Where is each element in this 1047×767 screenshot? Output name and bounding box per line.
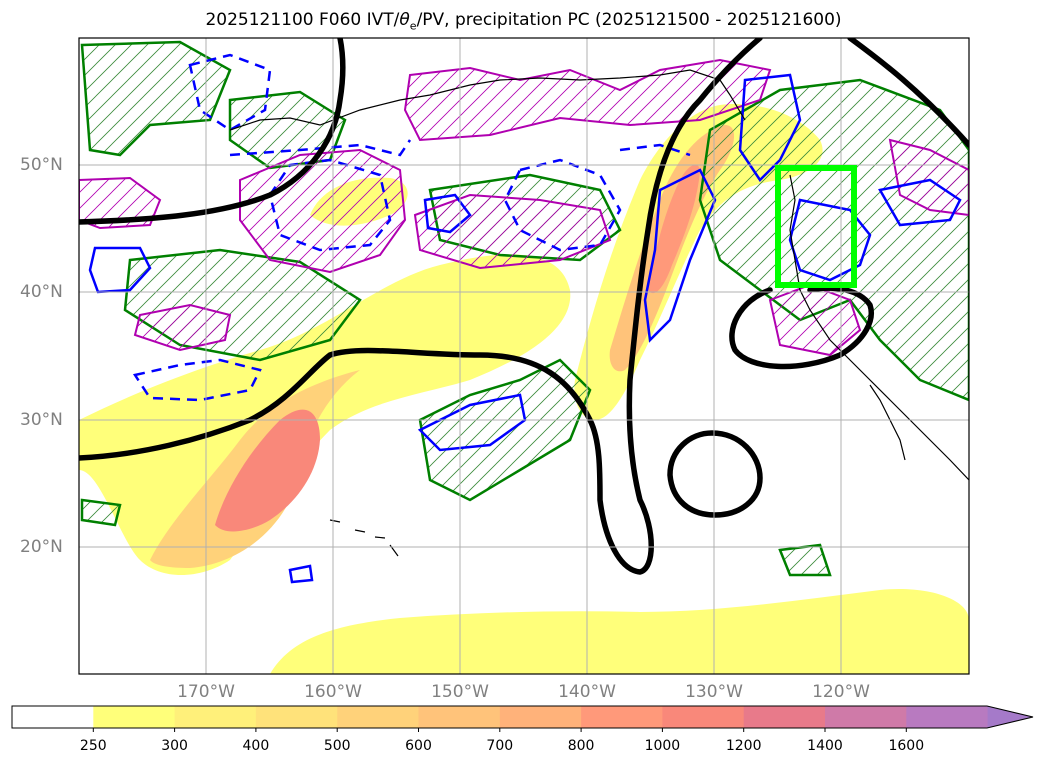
black-contour-low <box>667 430 763 518</box>
lat-label-30n: 30°N <box>20 410 63 430</box>
pv-black-contours <box>79 38 969 575</box>
precip-region-sw <box>80 498 122 527</box>
lon-label-150w: 150°W <box>431 682 489 702</box>
colorbar-tick-label: 600 <box>405 738 432 754</box>
colorbar-tick-label: 1400 <box>807 738 843 754</box>
colorbar-tick-label: 1000 <box>644 738 681 754</box>
colorbar-ticks <box>92 728 907 732</box>
blue-dashed-upper <box>188 53 272 132</box>
blue-contour-west <box>88 246 152 294</box>
lat-label-40n: 40°N <box>20 282 63 302</box>
lon-label-170w: 170°W <box>177 682 235 702</box>
pv-contour-north-center <box>239 148 407 274</box>
blue-dashed-north <box>229 139 412 157</box>
blue-dashed-west-low <box>132 358 262 402</box>
lat-label-50n: 50°N <box>20 155 63 175</box>
colorbar-cell <box>337 706 419 728</box>
blue-dashed-central <box>268 158 392 252</box>
colorbar-tick-label: 1200 <box>725 738 762 754</box>
highlight-box <box>775 165 857 288</box>
colorbar-tick-label: 250 <box>79 738 107 754</box>
lat-label-20n: 20°N <box>20 537 63 557</box>
colorbar-cell <box>743 706 826 728</box>
colorbar-cell <box>906 706 989 728</box>
lon-label-130w: 130°W <box>685 682 743 702</box>
pv-contour-central <box>413 193 612 270</box>
colorbar-cell <box>662 706 745 728</box>
colorbar-cell-below <box>12 706 94 728</box>
colorbar-tick-label: 300 <box>161 738 188 754</box>
map-layers <box>79 38 969 674</box>
colorbar-tick-label: 1600 <box>888 738 925 754</box>
black-contour-east-loop <box>729 285 874 370</box>
colorbar-tick-label: 700 <box>486 738 514 754</box>
colorbar-cell <box>499 706 582 728</box>
ivt-plume-western-max <box>215 409 320 532</box>
ivt-band-northeast-max <box>648 164 700 294</box>
coast-alaska <box>229 69 746 131</box>
colorbar-cell <box>581 706 663 728</box>
black-contour-main <box>79 38 763 575</box>
colorbar-cell <box>255 706 338 728</box>
blue-contour-small-south <box>288 564 314 584</box>
coast-hawaii <box>329 519 399 557</box>
lon-label-120w: 120°W <box>812 682 870 702</box>
colorbar-cell <box>93 706 176 728</box>
black-contour-north <box>79 38 346 225</box>
colorbar-cell <box>825 706 907 728</box>
blue-contour-east-coast <box>738 73 802 182</box>
precip-region-band <box>418 358 592 502</box>
colorbar-cell <box>418 706 501 728</box>
colorbar-tick-label: 800 <box>567 738 595 754</box>
blue-dashed-ne <box>619 143 691 157</box>
colorbar-tick-label: 400 <box>242 738 270 754</box>
ivt-band-south <box>270 589 969 674</box>
blue-contour-ne <box>878 178 962 227</box>
pv-contour-west <box>79 176 162 230</box>
colorbar-cells <box>12 706 1033 728</box>
map-frame <box>78 37 970 675</box>
precip-region-nw <box>80 40 232 157</box>
blue-contour-column <box>643 168 717 343</box>
coast-north-america <box>789 174 969 481</box>
colorbar-outline <box>11 705 1034 729</box>
colorbar-cell <box>987 706 1033 728</box>
colorbar-cell <box>174 706 257 728</box>
lon-label-140w: 140°W <box>558 682 616 702</box>
lon-label-160w: 160°W <box>304 682 362 702</box>
black-contour-northeast <box>847 38 969 148</box>
pv-contour-far-east <box>888 138 969 217</box>
map-title: 2025121100 F060 IVT/θe/PV, precipitation… <box>205 10 842 33</box>
colorbar-tick-label: 500 <box>323 738 351 754</box>
